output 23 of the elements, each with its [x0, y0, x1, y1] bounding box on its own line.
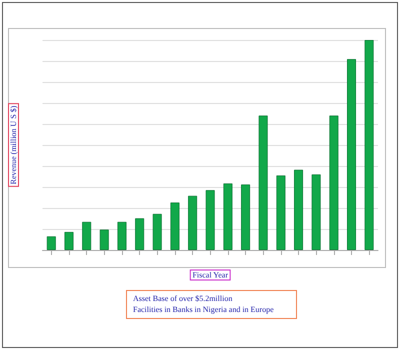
bar: [188, 196, 198, 250]
bar: [329, 116, 338, 250]
bar: [170, 202, 180, 250]
bar: [82, 222, 92, 250]
text: Facilities in Banks in Nigeria and in Europe: [133, 304, 274, 315]
y-axis-title: Revenue (million U S $): [9, 105, 18, 184]
bar: [241, 184, 250, 250]
bar: [46, 236, 56, 250]
bar: [223, 183, 232, 250]
text: Asset Base of over $5.2million: [133, 293, 234, 304]
bar: [258, 116, 268, 250]
bar: [117, 222, 126, 250]
bar: [152, 214, 162, 250]
x-axis-title: Fiscal Year: [192, 270, 228, 280]
bar: [64, 232, 74, 250]
bar: [276, 175, 286, 250]
bar: [206, 190, 215, 250]
bar: [364, 40, 374, 250]
bar: [100, 230, 109, 250]
bar: [135, 218, 144, 250]
bar: [347, 59, 356, 250]
bar: [312, 174, 321, 250]
bar: [294, 170, 304, 250]
